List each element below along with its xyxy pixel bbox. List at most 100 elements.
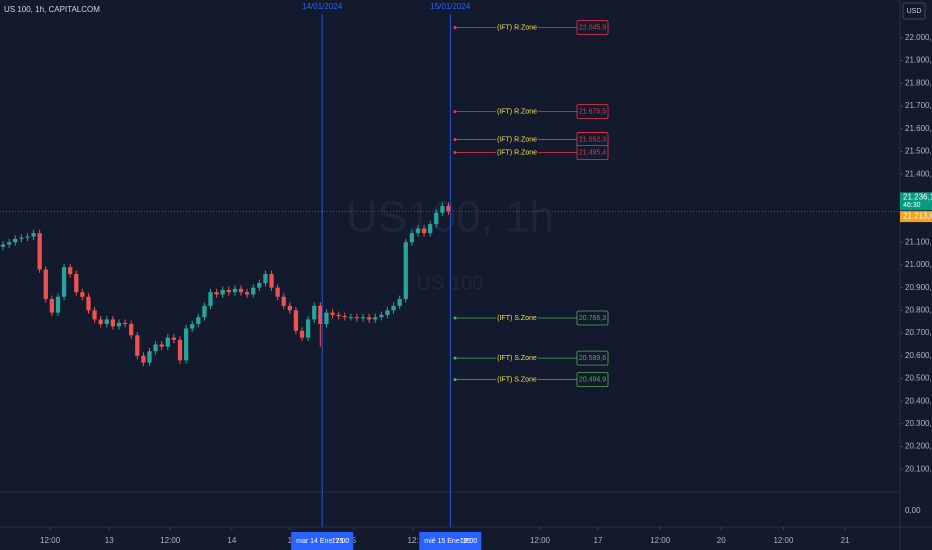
candle-body xyxy=(434,212,439,225)
candle-body xyxy=(208,292,213,306)
zone-value-label: 22.045,9 xyxy=(579,24,606,31)
candle-body xyxy=(238,288,244,293)
currency[interactable]: USD xyxy=(907,8,922,15)
candle-body xyxy=(379,314,384,318)
candle-body xyxy=(354,317,360,319)
candle-body xyxy=(415,228,421,234)
candle-body xyxy=(86,296,91,311)
zone-value-box xyxy=(576,350,609,366)
y-tick-label: 21.500,0 xyxy=(905,147,932,156)
y-tick-label: 21.000,0 xyxy=(905,260,932,269)
candle-body xyxy=(385,310,390,315)
zone-label: (IFT) R.Zone xyxy=(497,136,537,143)
zone-value-label: 21.552,3 xyxy=(579,136,606,143)
marker-time-label: 17:00 xyxy=(332,538,350,545)
candle-body xyxy=(391,305,396,311)
zone-label: (IFT) S.Zone xyxy=(497,315,537,322)
y-tick-label: 20.100,0 xyxy=(905,464,932,473)
candle-body xyxy=(110,319,116,327)
zone-value-label: 21.495,4 xyxy=(579,149,606,156)
x-tick-label: 1 xyxy=(288,536,293,545)
zone-value-box xyxy=(576,310,609,326)
x-tick-label: 20 xyxy=(717,536,726,545)
zone-label: (IFT) R.Zone xyxy=(497,149,537,156)
zone-label: (IFT) R.Zone xyxy=(497,24,537,31)
y-tick-label: 21.800,0 xyxy=(905,78,932,87)
y-tick-label: 21.600,0 xyxy=(905,124,932,133)
y-tick-label: 20.900,0 xyxy=(905,283,932,292)
candle-body xyxy=(165,337,170,347)
candle-body xyxy=(287,305,292,311)
candle-body xyxy=(92,310,97,320)
zone-label-bg xyxy=(496,147,538,158)
candle-body xyxy=(348,317,353,319)
y-tick-label: 22.000,0 xyxy=(905,33,932,42)
candle-body xyxy=(80,292,85,297)
candle-body xyxy=(19,237,24,239)
y-tick-label: 20.500,0 xyxy=(905,374,932,383)
candle-body xyxy=(122,322,128,324)
marker-top-label: 14/01/2024 xyxy=(302,2,343,11)
marker-time-label: 19:00 xyxy=(460,538,478,545)
zone-value-label: 20.589,6 xyxy=(579,355,606,362)
last-price-label: 21.236,1 xyxy=(903,192,932,201)
zone-value-box xyxy=(576,104,609,119)
candle-body xyxy=(7,242,12,245)
candle-body xyxy=(306,319,311,338)
zone-label: (IFT) S.Zone xyxy=(497,376,537,383)
x-tick-label: 5 xyxy=(352,536,357,545)
candle-body xyxy=(244,292,250,295)
marker-date-label: mié 15 Ene '25 xyxy=(424,538,471,545)
candle-body xyxy=(220,289,225,295)
zone-value-box xyxy=(576,20,609,35)
candle-body xyxy=(257,283,262,288)
zone-value-box xyxy=(576,145,609,160)
zone-label-bg xyxy=(496,353,538,364)
currency-button[interactable] xyxy=(902,2,926,20)
zone-label-bg xyxy=(496,374,538,385)
candle-body xyxy=(397,299,402,306)
candle-body xyxy=(367,317,372,320)
candle-body xyxy=(135,335,140,356)
last-price-box xyxy=(900,192,932,211)
marker-top-label: 15/01/2024 xyxy=(430,2,471,11)
candle-body xyxy=(129,323,134,336)
x-tick-label: 12: xyxy=(408,536,419,545)
candle-body xyxy=(324,312,329,324)
candle-body xyxy=(98,319,103,324)
candle-body xyxy=(342,316,347,318)
candle-body xyxy=(171,337,177,340)
zone-label: (IFT) R.Zone xyxy=(497,108,537,115)
candle-body xyxy=(373,317,378,320)
x-tick-label: 13 xyxy=(105,536,114,545)
candle-body xyxy=(409,233,414,243)
candle-body xyxy=(360,317,366,319)
x-tick-label: 12:00 xyxy=(650,536,671,545)
candle-body xyxy=(13,238,18,243)
candle-body xyxy=(428,224,433,234)
candle-body xyxy=(68,267,73,275)
candle-body xyxy=(403,242,408,300)
candle-body xyxy=(251,287,256,295)
candle-body xyxy=(0,244,6,247)
candle-body xyxy=(25,236,30,238)
candle-body xyxy=(299,330,305,338)
x-tick-label: 12:00 xyxy=(530,536,551,545)
x-tick-label: 17 xyxy=(594,536,603,545)
candle-body xyxy=(55,296,61,313)
indicator-tick-label: 0,00 xyxy=(905,506,921,515)
x-tick-label: 12:00 xyxy=(40,536,61,545)
marker-axis-box xyxy=(419,532,482,550)
zone-label: (IFT) S.Zone xyxy=(497,355,537,362)
chart-title: US 100, 1h, CAPITALCOM xyxy=(4,5,100,14)
candle-body xyxy=(269,274,274,288)
bid-price-box xyxy=(900,211,932,223)
y-tick-label: 21.900,0 xyxy=(905,56,932,65)
zone-value-label: 20.766,3 xyxy=(579,315,606,322)
candle-body xyxy=(177,339,183,361)
candle-body xyxy=(183,328,189,361)
y-tick-label: 21.100,0 xyxy=(905,237,932,246)
candle-body xyxy=(153,344,158,352)
